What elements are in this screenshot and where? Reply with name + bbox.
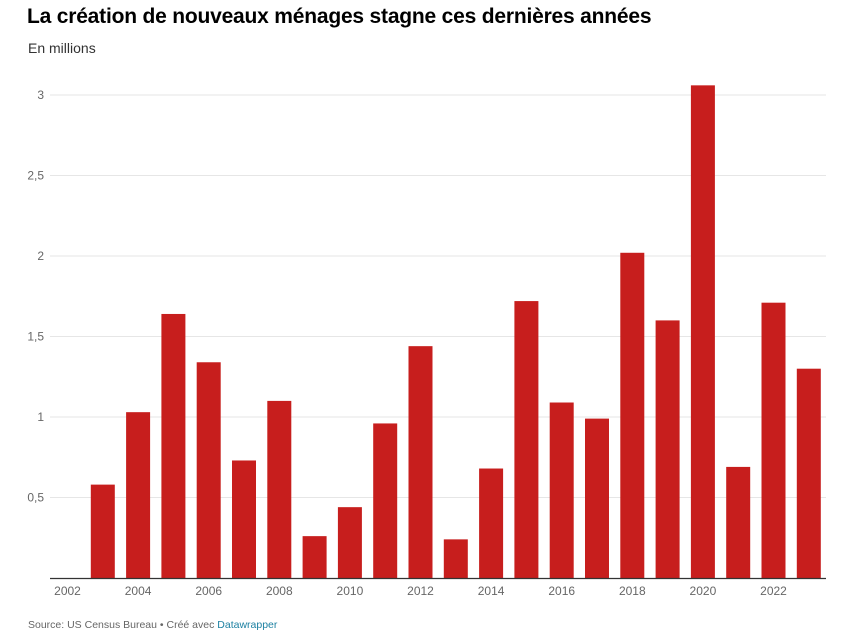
bar-2012 bbox=[408, 346, 433, 578]
bar-2011 bbox=[373, 423, 398, 578]
x-tick-label: 2022 bbox=[760, 584, 787, 598]
bar-2019 bbox=[655, 320, 680, 578]
bar-2015 bbox=[514, 301, 539, 578]
bar-2010 bbox=[337, 507, 362, 578]
x-tick-label: 2004 bbox=[125, 584, 152, 598]
bar-2013 bbox=[443, 539, 468, 578]
bar-2021 bbox=[726, 466, 751, 578]
y-tick-label: 0,5 bbox=[27, 491, 44, 505]
chart-subtitle: En millions bbox=[28, 40, 96, 56]
x-tick-label: 2014 bbox=[478, 584, 505, 598]
bar-2008 bbox=[267, 400, 292, 578]
bar-2014 bbox=[479, 468, 504, 578]
bar-2020 bbox=[690, 85, 715, 578]
y-tick-label: 2 bbox=[37, 249, 44, 263]
x-tick-label: 2010 bbox=[337, 584, 364, 598]
bar-2018 bbox=[620, 252, 645, 578]
y-tick-label: 3 bbox=[37, 88, 44, 102]
source-text: Source: US Census Bureau • Créé avec bbox=[28, 619, 218, 631]
x-tick-label: 2002 bbox=[54, 584, 81, 598]
x-tick-label: 2006 bbox=[195, 584, 222, 598]
source-footer: Source: US Census Bureau • Créé avec Dat… bbox=[28, 619, 277, 631]
bar-2007 bbox=[232, 460, 256, 578]
bar-2022 bbox=[761, 302, 786, 578]
bar-2017 bbox=[585, 418, 609, 578]
bar-chart: 0,5 1 1,5 2 2,5 3 2002 2004 2006 2008 2010 2012 2014… bbox=[27, 85, 826, 598]
y-tick-label: 2,5 bbox=[27, 169, 44, 183]
x-tick-label: 2016 bbox=[548, 584, 575, 598]
bar-2005 bbox=[161, 313, 186, 578]
bar-2004 bbox=[126, 412, 151, 578]
bar-2003 bbox=[90, 484, 115, 578]
axes: 0,5 1 1,5 2 2,5 3 2002 2004 2006 2008 2010 2012 2014… bbox=[27, 88, 826, 598]
x-tick-label: 2018 bbox=[619, 584, 646, 598]
bar-2006 bbox=[196, 362, 221, 578]
bar-2009 bbox=[302, 536, 327, 578]
x-tick-label: 2008 bbox=[266, 584, 293, 598]
y-tick-label: 1,5 bbox=[27, 330, 44, 344]
y-tick-label: 1 bbox=[37, 410, 44, 424]
bars bbox=[90, 85, 821, 578]
bar-2023 bbox=[796, 368, 821, 578]
bar-2016 bbox=[549, 402, 574, 578]
datawrapper-link[interactable]: Datawrapper bbox=[217, 619, 278, 631]
x-tick-label: 2012 bbox=[407, 584, 434, 598]
x-tick-label: 2020 bbox=[690, 584, 717, 598]
chart-title: La création de nouveaux ménages stagne c… bbox=[27, 5, 652, 28]
